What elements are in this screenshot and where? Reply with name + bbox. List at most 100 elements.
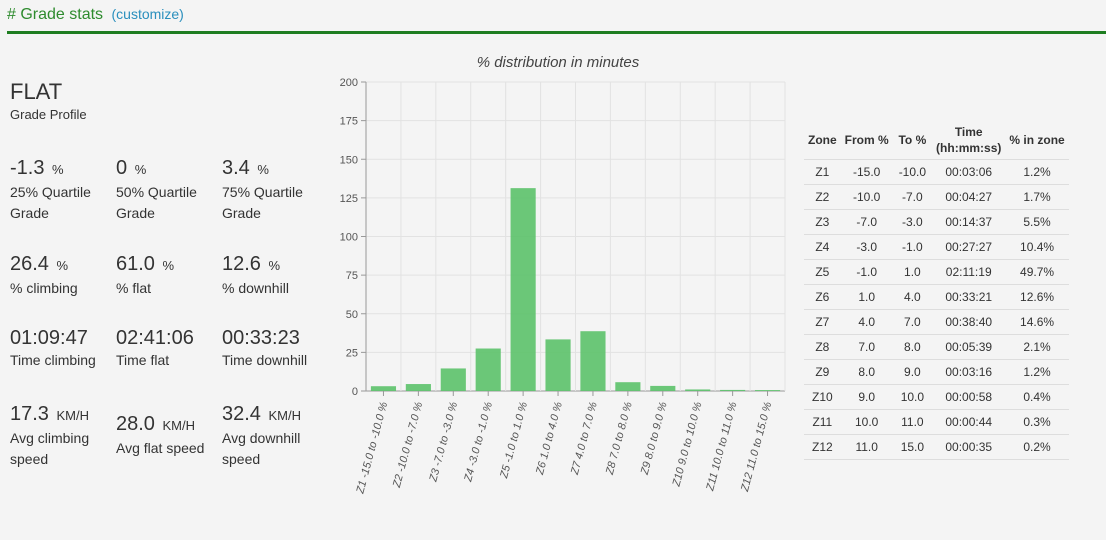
bar-8 bbox=[615, 382, 641, 391]
bar-3 bbox=[440, 368, 466, 391]
time-cell: 00:00:35 bbox=[932, 434, 1006, 460]
x-tick-label: Z10 9.0 to 10.0 % bbox=[670, 400, 704, 488]
section-header: # Grade stats (customize) bbox=[7, 0, 1106, 34]
time-cell: 02:11:19 bbox=[932, 259, 1006, 285]
from-cell: -15.0 bbox=[840, 159, 893, 185]
percent-cell: 12.6% bbox=[1005, 284, 1069, 310]
table-row: Z6 1.0 4.0 00:33:21 12.6% bbox=[804, 284, 1069, 310]
x-tick-label: Z5 -1.0 to 1.0 % bbox=[498, 400, 530, 480]
percent-cell: 1.7% bbox=[1005, 184, 1069, 210]
bar-2 bbox=[405, 384, 431, 391]
bar-9 bbox=[650, 385, 676, 391]
from-cell: 1.0 bbox=[840, 284, 893, 310]
zone-cell: Z9 bbox=[804, 359, 841, 385]
zone-cell: Z5 bbox=[804, 259, 841, 285]
time-cell: 00:33:21 bbox=[932, 284, 1006, 310]
stat-value: 02:41:06 bbox=[116, 327, 194, 349]
stat-label: Avg climbing speed bbox=[10, 430, 90, 467]
percent-cell: 1.2% bbox=[1005, 359, 1069, 385]
time-cell: 00:27:27 bbox=[932, 234, 1006, 260]
zone-cell: Z12 bbox=[804, 434, 841, 460]
y-tick-label: 200 bbox=[340, 77, 358, 89]
x-tick-label: Z12 11.0 to 15.0 % bbox=[739, 400, 775, 493]
col-header-time: Time (hh:mm:ss) bbox=[932, 120, 1005, 160]
section-title: # Grade stats (customize) bbox=[7, 6, 184, 24]
bar-12 bbox=[754, 390, 781, 391]
stat-label: 25% Quartile Grade bbox=[10, 184, 91, 221]
to-cell: 4.0 bbox=[892, 284, 933, 310]
stat-label: % downhill bbox=[222, 280, 289, 296]
y-tick-label: 0 bbox=[352, 386, 358, 398]
stat-unit: KM/H bbox=[56, 408, 90, 423]
y-tick-label: 75 bbox=[346, 270, 358, 282]
percent-cell: 0.2% bbox=[1005, 434, 1069, 460]
zone-cell: Z7 bbox=[804, 309, 841, 335]
quartile-75: 3.4 % 75% Quartile Grade bbox=[222, 156, 322, 224]
time-cell: 00:00:58 bbox=[932, 384, 1006, 410]
section-title-text: # Grade stats bbox=[7, 6, 104, 23]
time-cell: 00:04:27 bbox=[932, 184, 1006, 210]
col-header-percent: % in zone bbox=[1009, 132, 1065, 147]
y-tick-label: 125 bbox=[340, 193, 358, 205]
percent-cell: 5.5% bbox=[1005, 209, 1069, 235]
table-row: Z5 -1.0 1.0 02:11:19 49.7% bbox=[804, 259, 1069, 285]
from-cell: 10.0 bbox=[840, 409, 893, 435]
bar-5 bbox=[510, 188, 536, 391]
stat-value: 01:09:47 bbox=[10, 327, 88, 349]
stat-unit: % bbox=[52, 162, 64, 177]
stat-unit: KM/H bbox=[268, 408, 302, 423]
time-cell: 00:05:39 bbox=[932, 334, 1006, 360]
percent-cell: 1.2% bbox=[1005, 159, 1069, 185]
x-tick-label: Z4 -3.0 to -1.0 % bbox=[462, 400, 495, 483]
time-cell: 00:14:37 bbox=[932, 209, 1006, 235]
to-cell: 10.0 bbox=[892, 384, 933, 410]
stat-value: 28.0 bbox=[116, 413, 155, 435]
chart-svg: 0 25 50 75 100 125 150 175 200 Z1 -15.0 to -10.0 … bbox=[340, 77, 786, 496]
y-tick-label: 25 bbox=[346, 347, 358, 359]
time-cell: 00:03:06 bbox=[932, 159, 1006, 185]
col-header-from: From % bbox=[844, 132, 889, 147]
stat-label: 50% Quartile Grade bbox=[116, 184, 197, 221]
stat-label: 75% Quartile Grade bbox=[222, 184, 303, 221]
table-row: Z1 -15.0 -10.0 00:03:06 1.2% bbox=[804, 159, 1069, 185]
zone-cell: Z3 bbox=[804, 209, 841, 235]
bar-10 bbox=[685, 389, 711, 391]
time-flat: 02:41:06 Time flat bbox=[116, 326, 194, 371]
x-tick-label: Z9 8.0 to 9.0 % bbox=[639, 400, 670, 476]
time-downhill: 00:33:23 Time downhill bbox=[222, 326, 307, 371]
x-tick-label: Z8 7.0 to 8.0 % bbox=[604, 400, 635, 476]
zone-cell: Z4 bbox=[804, 234, 841, 260]
stat-value: 61.0 bbox=[116, 253, 155, 275]
customize-link[interactable]: (customize) bbox=[111, 6, 184, 22]
grade-profile: FLAT Grade Profile bbox=[10, 80, 87, 125]
col-header-zone: Zone bbox=[808, 132, 837, 147]
speed-flat: 28.0 KM/H Avg flat speed bbox=[116, 412, 216, 459]
x-tick-label: Z7 4.0 to 7.0 % bbox=[569, 400, 600, 476]
from-cell: 4.0 bbox=[840, 309, 893, 335]
to-cell: 15.0 bbox=[892, 434, 933, 460]
percent-cell: 14.6% bbox=[1005, 309, 1069, 335]
from-cell: 8.0 bbox=[840, 359, 893, 385]
from-cell: -7.0 bbox=[840, 209, 893, 235]
time-cell: 00:03:16 bbox=[932, 359, 1006, 385]
stat-value: 32.4 bbox=[222, 403, 261, 425]
stat-unit: KM/H bbox=[162, 418, 196, 433]
col-header-time-line1: Time bbox=[954, 124, 983, 139]
table-row: Z11 10.0 11.0 00:00:44 0.3% bbox=[804, 409, 1069, 435]
zone-cell: Z2 bbox=[804, 184, 841, 210]
time-climbing: 01:09:47 Time climbing bbox=[10, 326, 96, 371]
chart-title: % distribution in minutes bbox=[476, 54, 640, 71]
quartile-25: -1.3 % 25% Quartile Grade bbox=[10, 156, 110, 224]
to-cell: -1.0 bbox=[892, 234, 933, 260]
stat-label: Avg flat speed bbox=[116, 440, 205, 456]
to-cell: 11.0 bbox=[892, 409, 933, 435]
zone-cell: Z1 bbox=[804, 159, 841, 185]
stat-unit: % bbox=[257, 162, 269, 177]
percent-downhill: 12.6 % % downhill bbox=[222, 252, 289, 299]
from-cell: -1.0 bbox=[840, 259, 893, 285]
percent-cell: 10.4% bbox=[1005, 234, 1069, 260]
to-cell: -3.0 bbox=[892, 209, 933, 235]
zones-table: Zone From % To % Time (hh:mm:ss) % in zon… bbox=[804, 120, 1069, 460]
bar-4 bbox=[475, 348, 501, 391]
table-row: Z12 11.0 15.0 00:00:35 0.2% bbox=[804, 434, 1069, 460]
